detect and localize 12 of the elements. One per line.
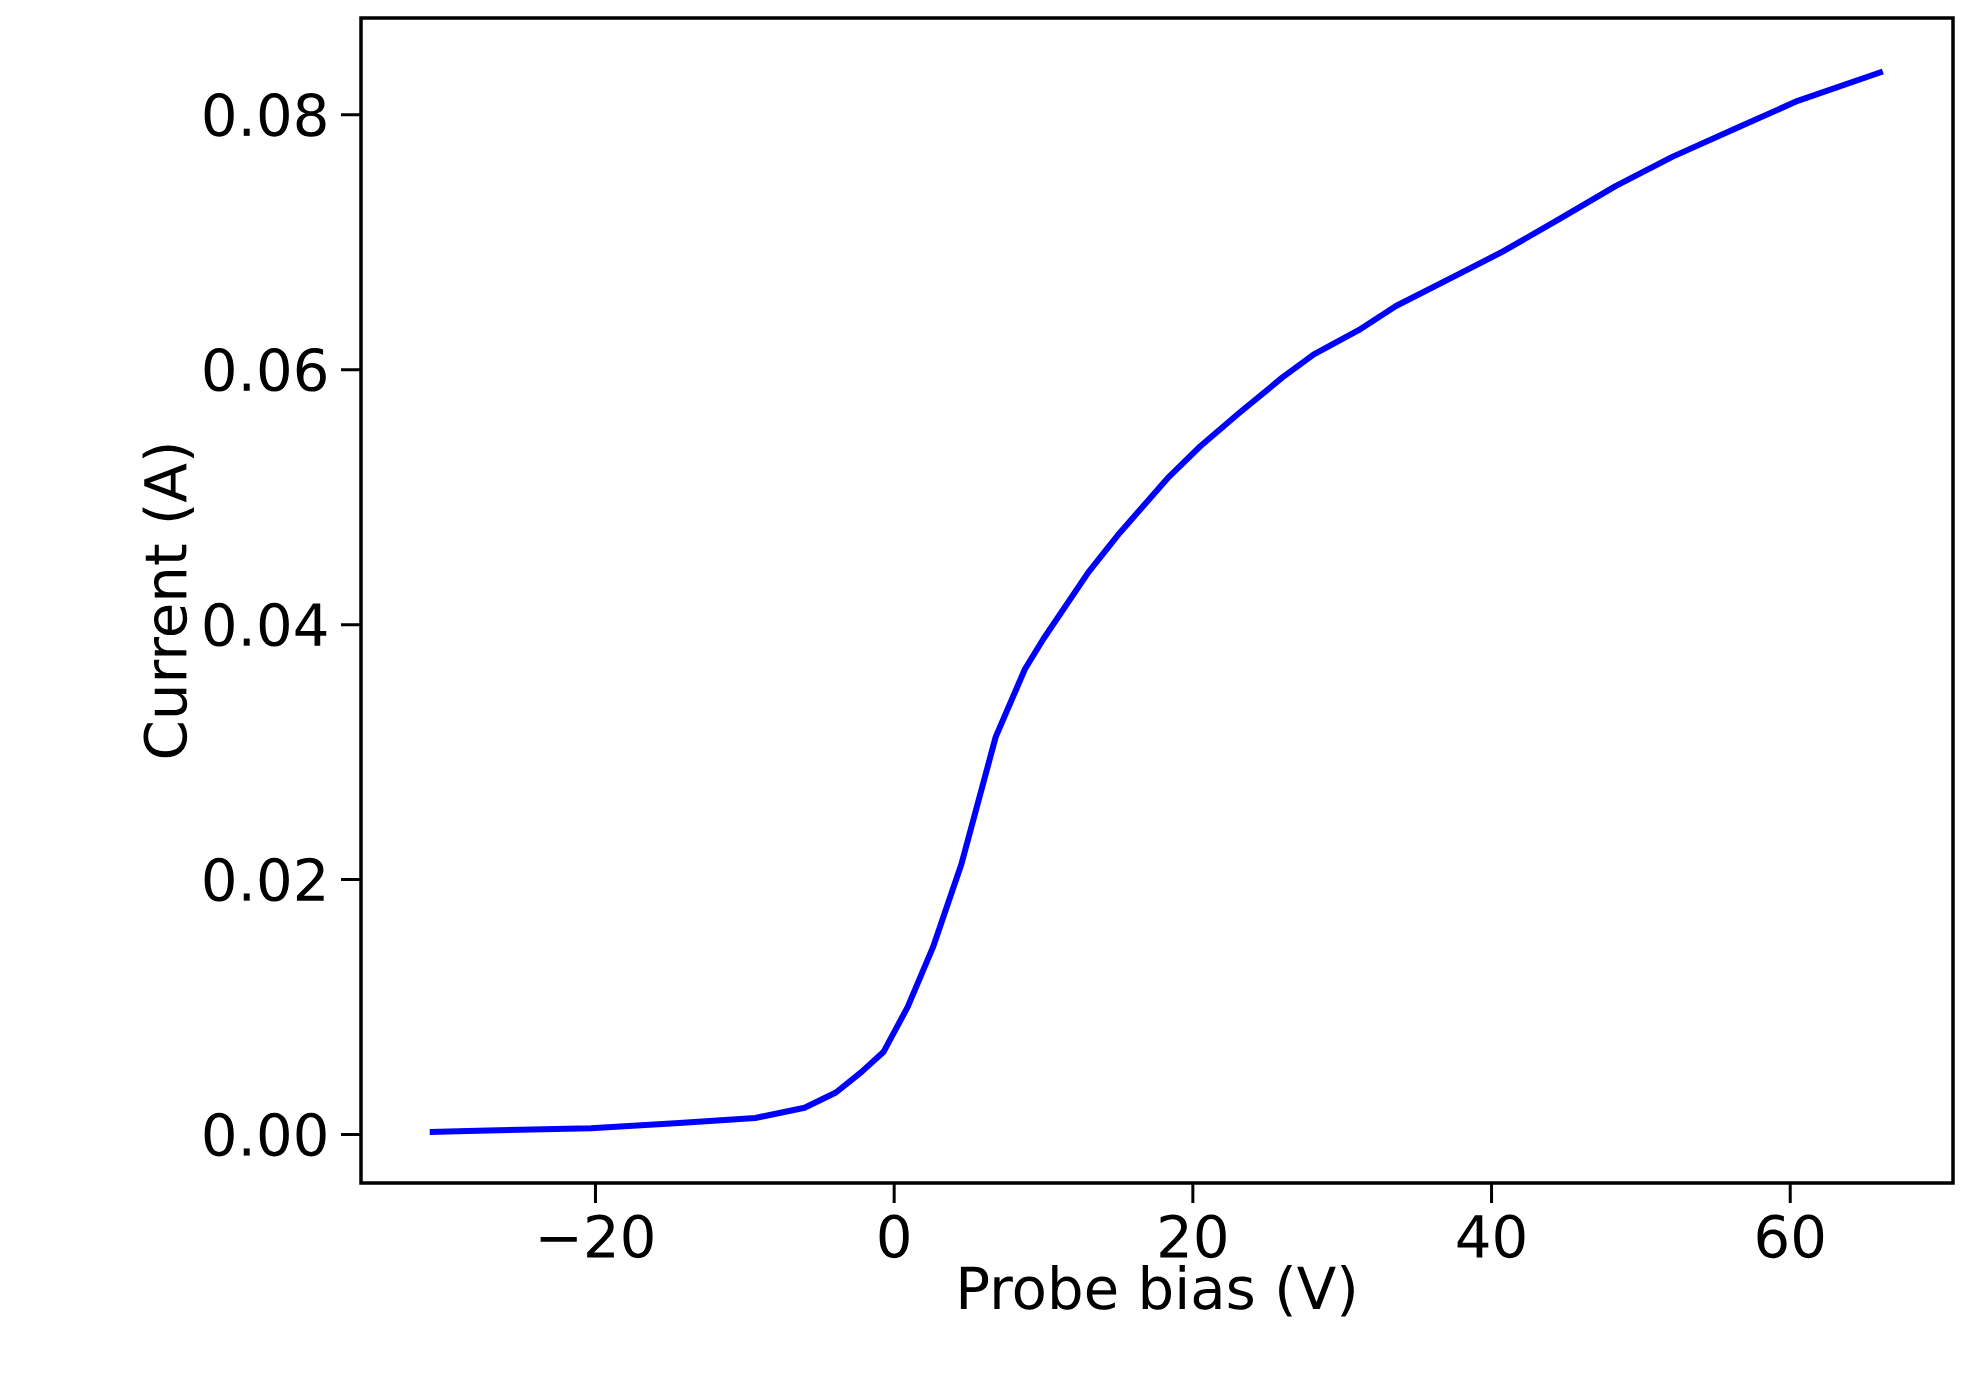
y-tick-label: 0.04 — [204, 602, 327, 647]
x-tick-label: 40 — [1457, 1214, 1525, 1259]
y-tick-label: 0.06 — [204, 347, 326, 392]
x-tick-label: 20 — [1160, 1214, 1226, 1259]
y-tick-label: 0.00 — [204, 1112, 326, 1157]
x-tick-label: 0 — [879, 1214, 909, 1259]
x-tick-label: −20 — [540, 1214, 653, 1259]
y-axis-title: Current (A) — [142, 445, 194, 758]
y-tick-label: 0.02 — [204, 857, 324, 902]
y-tick-label: 0.08 — [204, 92, 326, 137]
x-axis-title: Probe bias (V) — [960, 1265, 1354, 1317]
x-tick-label: 60 — [1757, 1214, 1824, 1259]
